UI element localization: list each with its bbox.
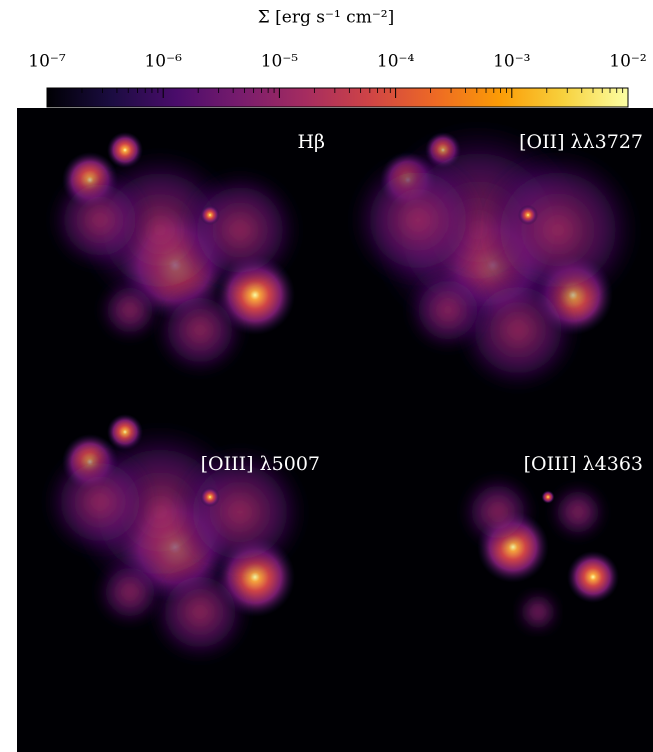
panel-title: [OIII] λ5007 [201, 453, 320, 475]
panel-title: Hβ [297, 131, 325, 153]
emission-blob [567, 551, 619, 603]
emission-blob [100, 280, 160, 340]
emission-blob [551, 485, 605, 539]
emission-blob [462, 476, 534, 548]
colorbar [47, 88, 628, 107]
emission-blob [97, 559, 163, 625]
emission-blob [180, 170, 300, 290]
panel-title: [OIII] λ4363 [524, 453, 643, 475]
emission-blob [200, 205, 220, 225]
tick-label: 10⁻² [609, 52, 646, 72]
tick-label: 10⁻⁶ [144, 52, 182, 72]
emission-blob [151, 563, 250, 662]
emission-blob [50, 170, 150, 270]
emission-blob [408, 270, 489, 351]
emission-blob [45, 447, 155, 557]
tick-label: 10⁻⁵ [261, 52, 299, 72]
tick-label: 10⁻³ [493, 52, 530, 72]
colorbar-label: Σ [erg s⁻¹ cm⁻²] [258, 8, 395, 28]
emission-blob [200, 487, 220, 507]
tick-label: 10⁻⁷ [28, 52, 66, 72]
emission-blob [518, 205, 538, 225]
emission-blob [518, 592, 559, 633]
tick-label: 10⁻⁴ [377, 52, 415, 72]
emission-blob [542, 491, 555, 504]
panel-title: [OII] λλ3727 [519, 131, 643, 153]
emission-blob [351, 153, 486, 288]
figure: Σ [erg s⁻¹ cm⁻²] 10⁻⁷ 10⁻⁶ 10⁻⁵ 10⁻⁴ 10⁻³ 10⁻… [0, 0, 653, 752]
emission-blob [155, 285, 245, 375]
